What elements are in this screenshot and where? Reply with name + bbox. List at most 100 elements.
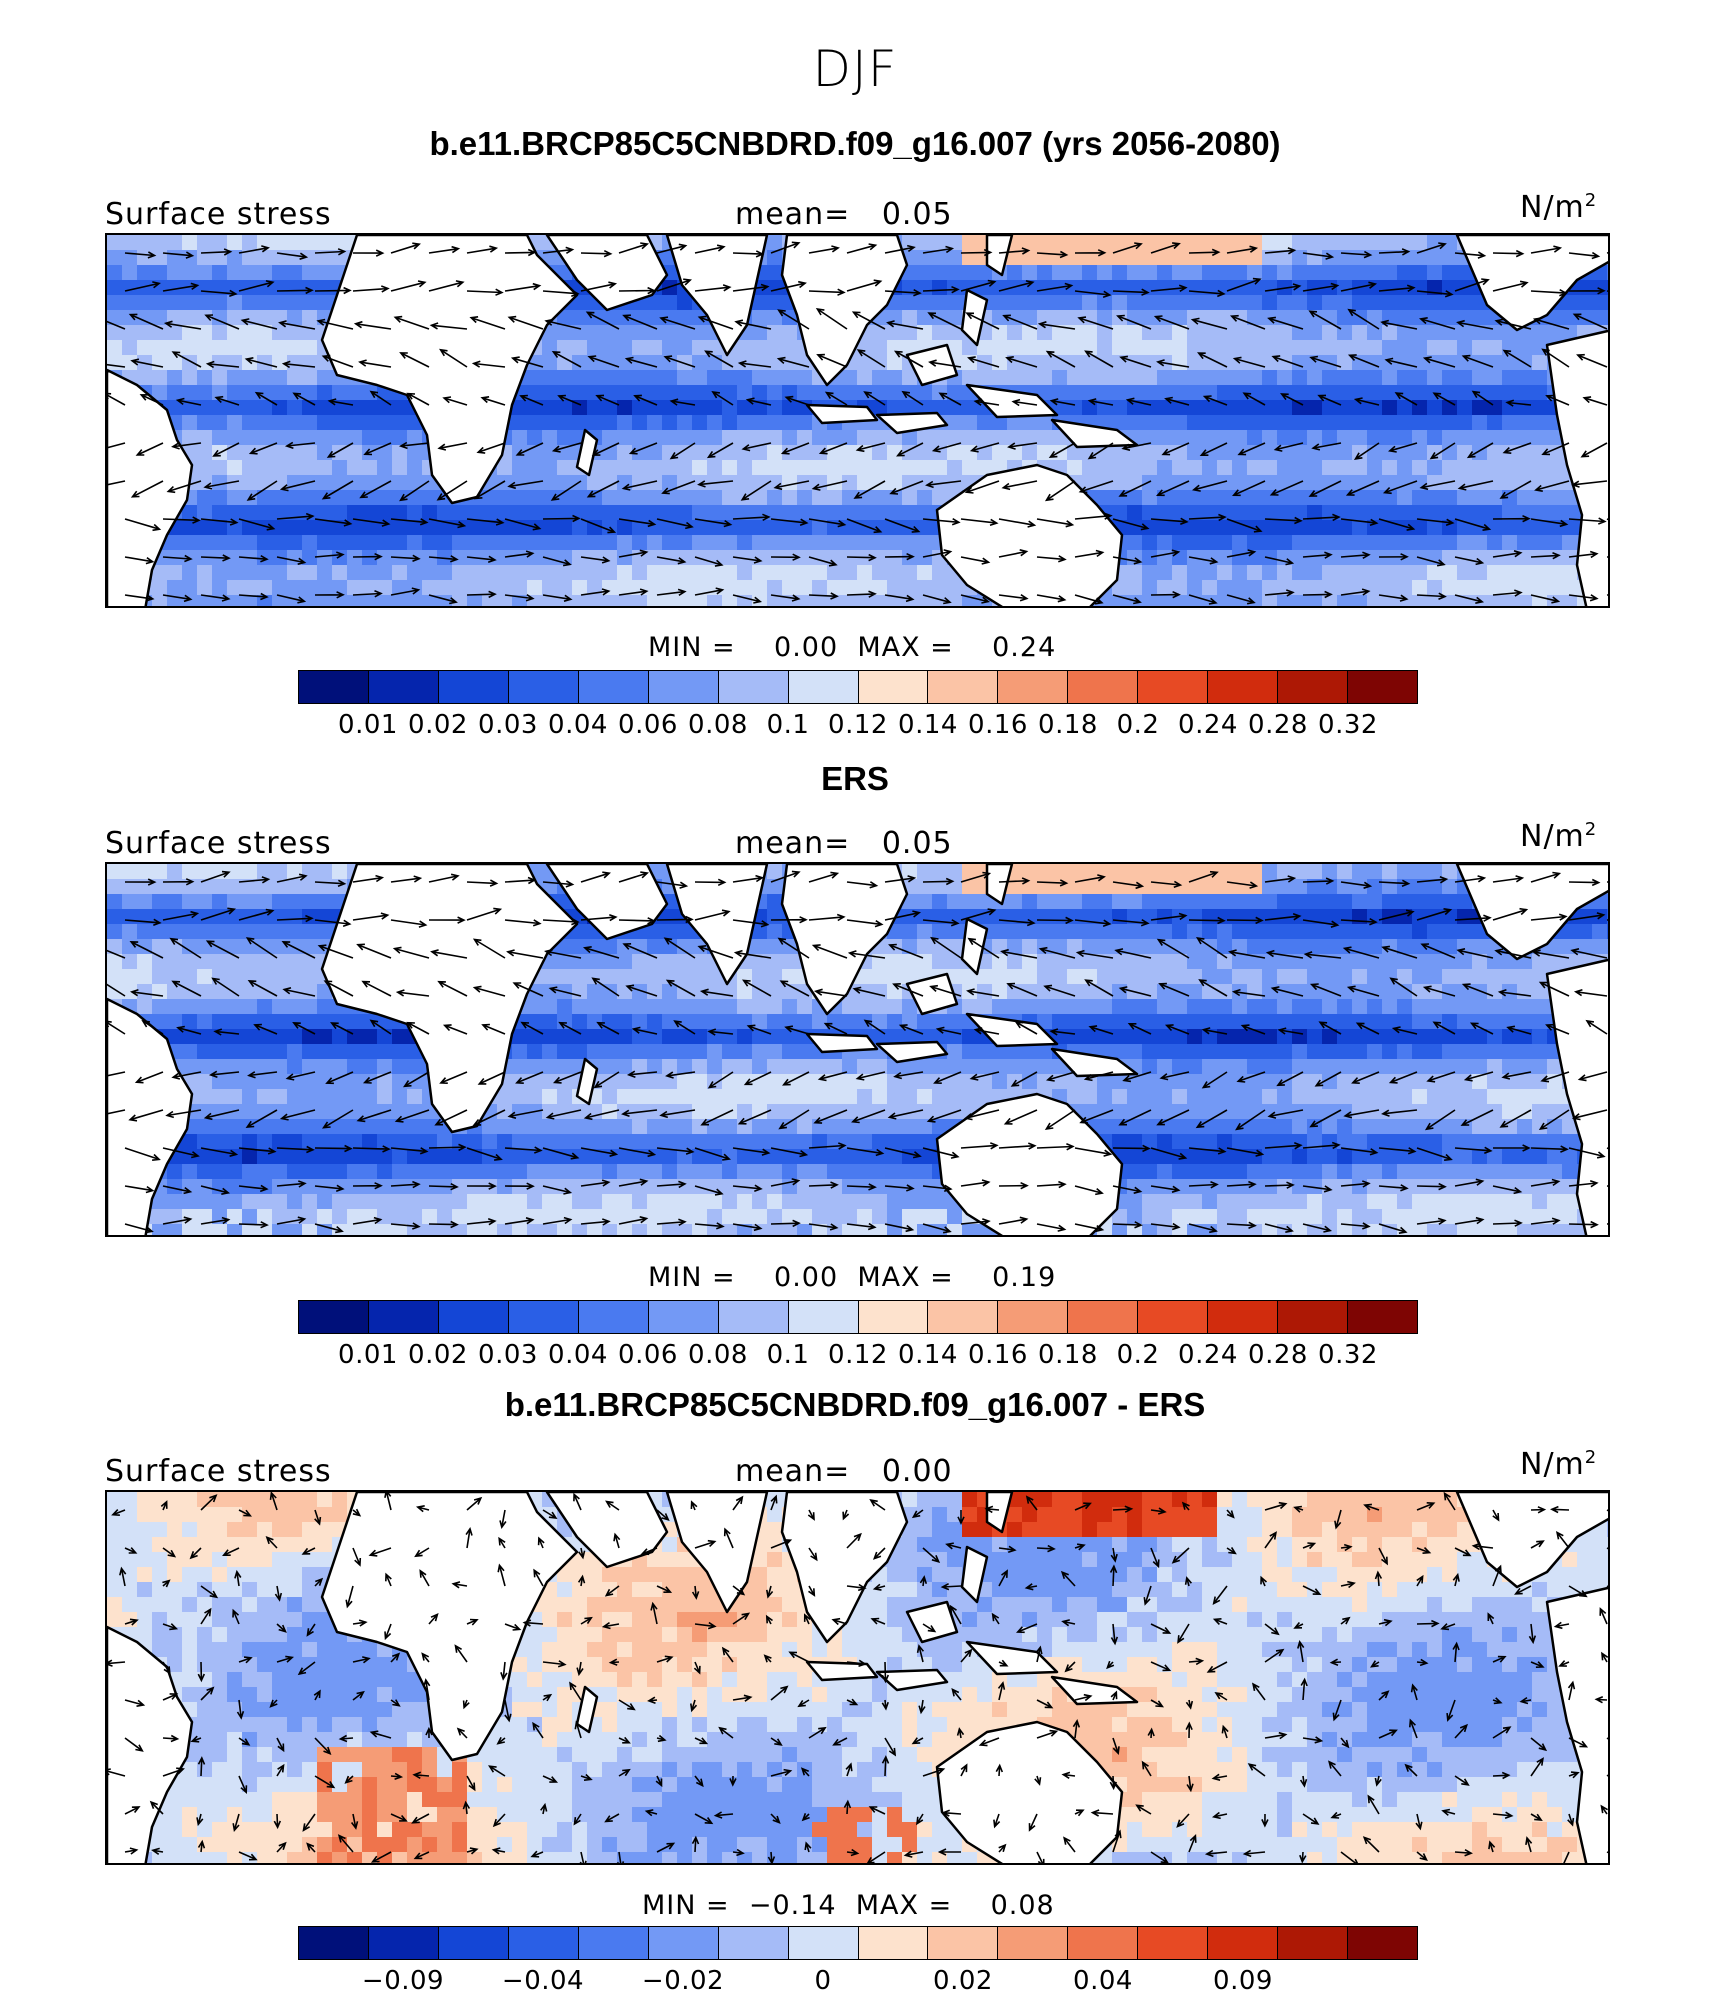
stress-vector-arrow — [922, 285, 960, 294]
stress-vector-arrow — [886, 320, 924, 330]
stress-vector-arrow — [477, 1071, 506, 1085]
stress-vector-arrow — [390, 587, 421, 596]
stress-vector-arrow — [281, 941, 316, 959]
panel-1-mean-label: mean= — [735, 197, 851, 232]
panel-2-units-text: N/m — [1520, 819, 1585, 854]
stress-vector-arrow — [390, 1147, 429, 1155]
stress-vector-arrow — [236, 1699, 245, 1720]
coastline — [665, 235, 769, 357]
stress-vector-arrow — [881, 1661, 890, 1684]
stress-vector-arrow — [1332, 1699, 1342, 1722]
stress-vector-arrow — [232, 1608, 240, 1625]
stress-vector-arrow — [1006, 982, 1038, 997]
panel-2-variable-label: Surface stress — [105, 826, 332, 861]
stress-vector-arrow — [162, 878, 195, 886]
stress-vector-arrow — [504, 248, 537, 257]
stress-vector-arrow — [1308, 310, 1342, 330]
stress-vector-arrow — [238, 1656, 253, 1664]
panel-2-max-value: 0.19 — [992, 1262, 1057, 1293]
stress-vector-arrow — [1251, 1682, 1266, 1701]
colorbar-tick-label: 0.32 — [1318, 1340, 1378, 1370]
stress-vector-arrow — [580, 588, 611, 596]
stress-vector-arrow — [803, 1613, 811, 1625]
panel-3-max-value: 0.08 — [990, 1890, 1055, 1921]
stress-vector-arrow — [1568, 594, 1599, 602]
stress-vector-arrow — [808, 1223, 839, 1231]
stress-vector-arrow — [306, 1623, 316, 1637]
stress-vector-arrow — [1538, 1109, 1570, 1131]
stress-vector-arrow — [203, 480, 240, 490]
stress-vector-arrow — [313, 1689, 321, 1701]
stress-vector-arrow — [1532, 317, 1570, 330]
stress-vector-arrow — [1302, 282, 1340, 292]
stress-vector-arrow — [1420, 943, 1456, 959]
stress-vector-arrow — [949, 1604, 962, 1625]
colorbar-tick-label: 0.04 — [1073, 1966, 1133, 1996]
stress-vector-arrow — [1072, 1718, 1081, 1739]
stress-vector-arrow — [1571, 480, 1608, 488]
colorbar-tick-label: 0.2 — [1116, 710, 1160, 740]
stress-vector-arrow — [580, 1147, 619, 1157]
stress-vector-arrow — [390, 1222, 421, 1230]
stress-vector-arrow — [580, 518, 617, 534]
stress-vector-arrow — [763, 1654, 772, 1663]
stress-vector-arrow — [1188, 248, 1221, 257]
stress-vector-arrow — [1112, 919, 1150, 927]
stress-vector-arrow — [1150, 1699, 1165, 1708]
stress-vector-arrow — [941, 1809, 962, 1817]
stress-vector-arrow — [1036, 1729, 1059, 1739]
stress-vector-arrow — [238, 555, 269, 563]
stress-vector-arrow — [846, 1147, 885, 1157]
stress-vector-arrow — [1112, 1737, 1120, 1755]
stress-vector-arrow — [1150, 242, 1181, 254]
stress-vector-arrow — [998, 594, 1029, 602]
stress-vector-arrow — [314, 1223, 344, 1234]
stress-vector-arrow — [350, 1813, 359, 1830]
stress-vector-arrow — [544, 318, 582, 330]
stress-vector-arrow — [808, 1585, 816, 1597]
stress-vector-arrow — [352, 1547, 362, 1567]
stress-vector-arrow — [1164, 1024, 1190, 1035]
stress-vector-arrow — [846, 1848, 860, 1857]
stress-vector-arrow — [352, 912, 390, 921]
stress-vector-arrow — [969, 442, 1000, 453]
stress-vector-arrow — [390, 919, 428, 928]
stress-vector-arrow — [721, 1646, 734, 1663]
stress-vector-arrow — [1211, 1773, 1228, 1781]
stress-vector-arrow — [866, 1851, 886, 1863]
stress-vector-arrow — [656, 1218, 687, 1226]
stress-vector-arrow — [162, 516, 201, 524]
stress-vector-arrow — [314, 591, 345, 599]
stress-vector-arrow — [697, 315, 734, 330]
stress-vector-arrow — [579, 1851, 587, 1863]
stress-vector-arrow — [1118, 986, 1152, 997]
coastline — [1545, 1586, 1608, 1863]
coastline — [1545, 958, 1608, 1235]
stress-vector-arrow — [928, 359, 962, 368]
stress-vector-arrow — [466, 1496, 483, 1511]
stress-vector-arrow — [1176, 1813, 1190, 1828]
stress-vector-arrow — [851, 1109, 886, 1124]
stress-vector-arrow — [770, 280, 807, 292]
stress-vector-arrow — [297, 1661, 316, 1676]
stress-vector-arrow — [1110, 1623, 1119, 1646]
coastline — [805, 403, 879, 425]
stress-vector-arrow — [175, 397, 202, 406]
stress-vector-arrow — [770, 594, 801, 602]
stress-vector-arrow — [1264, 1731, 1288, 1740]
stress-vector-arrow — [618, 588, 649, 596]
stress-vector-arrow — [130, 358, 164, 368]
stress-vector-arrow — [647, 1696, 658, 1704]
stress-vector-arrow — [1416, 592, 1447, 600]
stress-vector-arrow — [1378, 1547, 1388, 1566]
stress-vector-arrow — [618, 518, 657, 528]
stress-vector-arrow — [741, 979, 772, 997]
stress-vector-arrow — [352, 874, 385, 883]
stress-vector-arrow — [428, 594, 458, 605]
stress-vector-arrow — [1112, 594, 1142, 605]
stress-vector-arrow — [1188, 1147, 1227, 1155]
stress-vector-arrow — [808, 1547, 818, 1562]
stress-vector-arrow — [832, 1737, 848, 1746]
stress-vector-arrow — [1446, 1699, 1456, 1722]
stress-vector-arrow — [931, 442, 962, 453]
